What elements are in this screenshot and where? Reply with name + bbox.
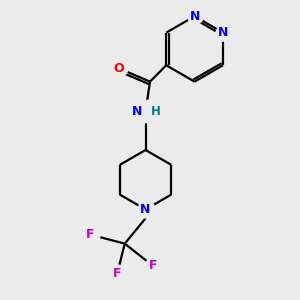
Text: N: N: [132, 105, 142, 118]
Text: F: F: [113, 267, 122, 280]
Text: F: F: [149, 260, 157, 272]
Text: N: N: [140, 203, 151, 216]
Text: N: N: [218, 26, 228, 39]
Text: F: F: [86, 228, 95, 241]
Text: N: N: [189, 10, 200, 23]
Text: H: H: [151, 105, 161, 118]
Text: O: O: [113, 62, 124, 75]
